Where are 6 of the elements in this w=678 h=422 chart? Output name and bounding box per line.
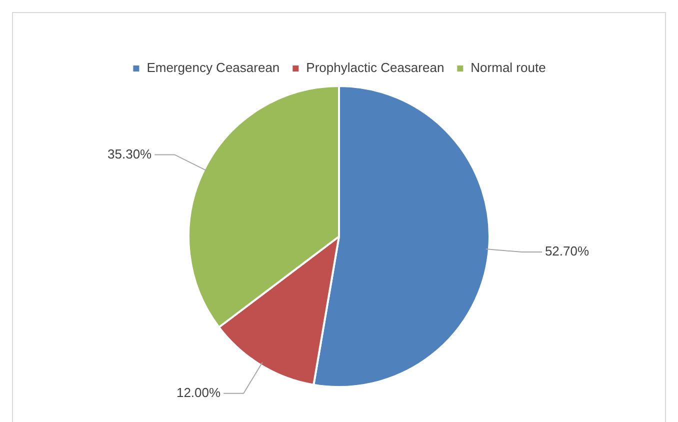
legend-label: Emergency Ceasarean	[146, 60, 280, 76]
legend-label: Prophylactic Ceasarean	[306, 60, 444, 76]
data-label: 35.30%	[108, 146, 152, 162]
data-label: 52.70%	[544, 244, 590, 259]
data-label: 12.00%	[176, 384, 221, 400]
legend-label: Normal route	[470, 60, 546, 76]
